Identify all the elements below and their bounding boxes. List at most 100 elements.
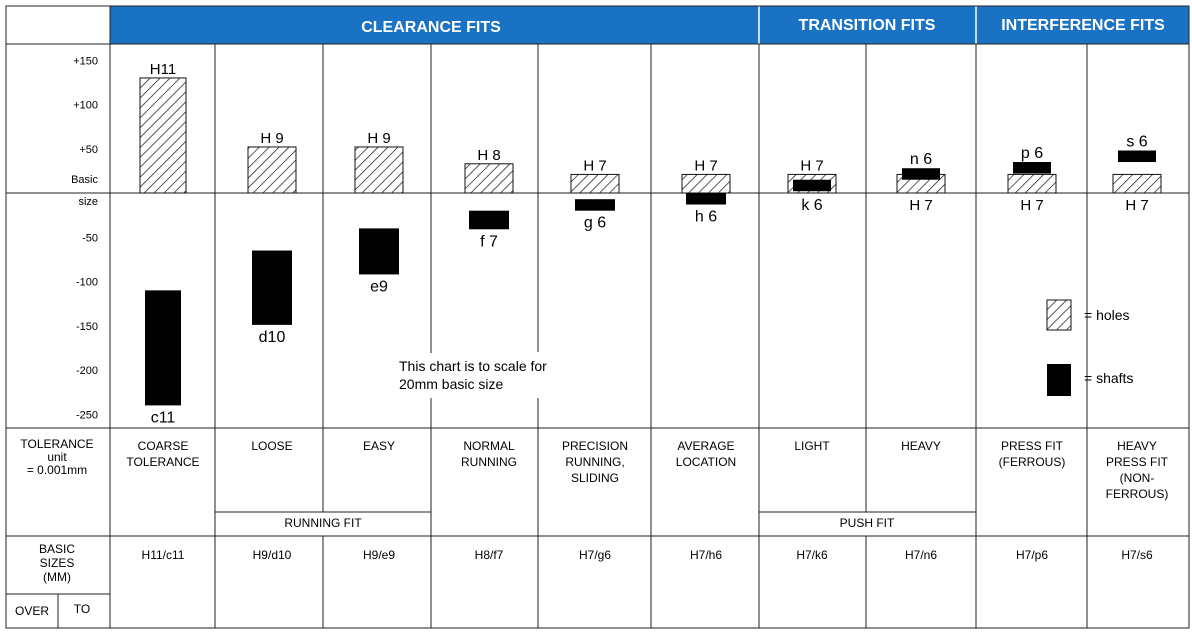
shaft-bar (359, 228, 399, 275)
fit-description: RUNNING, (565, 455, 624, 469)
shaft-label: e9 (370, 278, 388, 295)
tolerance-label-line: = 0.001mm (27, 463, 87, 477)
shaft-bar (793, 179, 831, 192)
fit-code: H7/k6 (796, 548, 828, 562)
header-transition-fits: TRANSITION FITS (799, 17, 936, 34)
fit-description: LOCATION (676, 455, 736, 469)
y-tick-label: +50 (79, 144, 98, 156)
fit-description: COARSE (138, 439, 189, 453)
header-interference-fits: INTERFERENCE FITS (1001, 17, 1165, 34)
fit-description: HEAVY (901, 439, 941, 453)
y-tick-label: -50 (82, 232, 98, 244)
y-tick-label: +150 (73, 55, 98, 67)
tolerance-label-line: TOLERANCE (20, 437, 93, 451)
axis-size-label: size (78, 196, 98, 208)
push-fit-label: PUSH FIT (840, 516, 895, 530)
shaft-bar (252, 250, 292, 325)
y-tick-label: -150 (76, 321, 98, 333)
hole-label: H 9 (260, 130, 283, 147)
hole-label: H 7 (909, 197, 932, 214)
hole-label: H 7 (800, 157, 823, 174)
basic-sizes-label-line: SIZES (40, 556, 75, 570)
hole-bar (570, 173, 620, 194)
hole-label: H 7 (694, 157, 717, 174)
fit-code-row: H11/c11 H9/d10 H9/e9 H8/f7 H7/g6 H7/h6 H7/k6 H7… (142, 548, 1153, 562)
fit-description: SLIDING (571, 471, 619, 485)
fit-description: NORMAL (463, 439, 515, 453)
shaft-label: f 7 (480, 233, 498, 250)
hole-label: H 7 (1125, 197, 1148, 214)
shaft-bar (145, 290, 181, 406)
fit-description: PRESS FIT (1106, 455, 1169, 469)
shaft-label: n 6 (910, 151, 932, 168)
hole-label: H 8 (477, 147, 500, 164)
hole-bar (1112, 173, 1162, 194)
basic-sizes-label-line: BASIC (39, 542, 75, 556)
running-fit-label: RUNNING FIT (284, 516, 362, 530)
grid-lines (5, 5, 1190, 629)
fit-code: H9/d10 (253, 548, 292, 562)
shaft-bar (686, 193, 726, 205)
shaft-label: g 6 (584, 215, 606, 232)
shaft-label: c11 (151, 409, 176, 426)
scale-note-line-2: 20mm basic size (399, 376, 503, 392)
legend-holes-swatch (1046, 299, 1072, 331)
fit-description: RUNNING (461, 455, 517, 469)
tolerance-bars: H11 c11 H 9 d10 H 9 e9 H 8 f 7 H 7 g 6 H 7 h 6 H 7 k … (139, 61, 1162, 426)
legend-shafts-label: = shafts (1084, 370, 1133, 386)
header-band: CLEARANCE FITS TRANSITION FITS INTERFERE… (110, 6, 1189, 44)
legend-shafts-swatch (1047, 364, 1071, 396)
hole-label: H11 (150, 61, 176, 78)
fit-description: (NON- (1120, 471, 1155, 485)
fit-description: HEAVY (1117, 439, 1157, 453)
fit-code: H9/e9 (363, 548, 395, 562)
fit-description: AVERAGE (677, 439, 734, 453)
fit-code: H7/p6 (1016, 548, 1048, 562)
shaft-label: k 6 (801, 197, 822, 214)
y-axis-ticks: +150 +100 +50 -50 -100 -150 -200 -250 (73, 55, 98, 421)
tolerance-label-line: unit (47, 450, 67, 464)
fit-description: FERROUS) (1106, 487, 1169, 501)
fit-code: H8/f7 (475, 548, 504, 562)
fit-description: TOLERANCE (126, 455, 199, 469)
shaft-bar (1118, 150, 1156, 163)
header-clearance-fits: CLEARANCE FITS (361, 19, 501, 36)
hole-bar (681, 173, 731, 194)
basic-sizes-label-line: (MM) (43, 570, 71, 584)
hole-bar (354, 146, 404, 194)
shaft-bar (1013, 162, 1051, 174)
shaft-label: d10 (259, 329, 286, 346)
hole-bar (139, 77, 187, 194)
fit-description: EASY (363, 439, 395, 453)
fit-description: LOOSE (251, 439, 292, 453)
legend-holes-label: = holes (1084, 307, 1130, 323)
fit-code: H7/h6 (690, 548, 722, 562)
y-tick-label: +100 (73, 100, 98, 112)
description-row: COARSE TOLERANCE LOOSE EASY NORMAL RUNNING PRE… (126, 439, 1168, 501)
y-tick-label: -100 (76, 277, 98, 289)
header-background (110, 6, 1189, 44)
hole-label: H 9 (367, 130, 390, 147)
hole-label: H 7 (583, 157, 606, 174)
fit-description: LIGHT (794, 439, 830, 453)
shaft-label: h 6 (695, 209, 717, 226)
shaft-label: s 6 (1126, 134, 1147, 151)
fit-code: H7/n6 (905, 548, 937, 562)
fit-code: H7/g6 (579, 548, 611, 562)
hole-bar (1007, 173, 1057, 194)
to-label: TO (74, 602, 90, 616)
hole-bar (464, 163, 514, 194)
shaft-bar (575, 199, 615, 211)
y-tick-label: -200 (76, 365, 98, 377)
fit-description: (FERROUS) (999, 455, 1066, 469)
y-tick-label: -250 (76, 409, 98, 421)
over-label: OVER (15, 604, 49, 618)
axis-basic-label: Basic (71, 174, 98, 186)
fit-code: H11/c11 (142, 548, 185, 562)
hole-label: H 7 (1020, 197, 1043, 214)
fit-description: PRESS FIT (1001, 439, 1064, 453)
fit-description: PRECISION (562, 439, 628, 453)
